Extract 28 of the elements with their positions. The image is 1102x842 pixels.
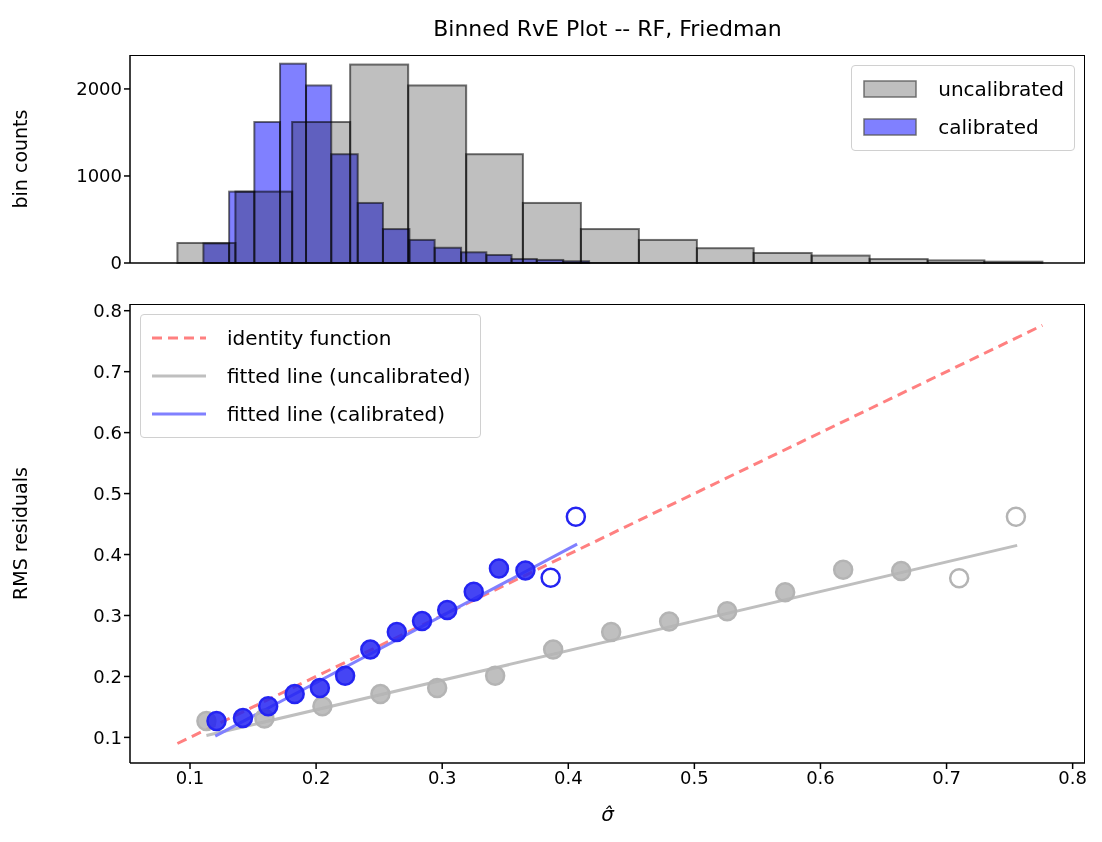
y-tick-label: 0.2 (93, 665, 122, 687)
y-tick-label: 0.1 (93, 726, 122, 748)
y-tick-label: 0.7 (93, 361, 122, 383)
y-tick-label: 2000 (76, 78, 122, 100)
y-axis-title: bin counts (8, 109, 31, 209)
y-tick-label: 0.5 (93, 482, 122, 504)
x-tick-label: 0.1 (175, 766, 205, 788)
x-tick-label: 0.2 (301, 766, 331, 788)
x-tick-label: 0.7 (932, 766, 961, 788)
legend-label: identity function (227, 325, 392, 352)
x-tick-label: 0.6 (806, 766, 835, 788)
legend-label: fitted line (uncalibrated) (227, 363, 471, 390)
y-axis-title: RMS residuals (8, 467, 31, 600)
x-axis-title: σ̂ (601, 802, 616, 826)
y-tick-label: 1000 (76, 165, 122, 187)
y-tick-label: 0.4 (93, 543, 122, 565)
y-tick-label: 0.3 (93, 604, 122, 626)
legend-label: fitted line (calibrated) (227, 401, 446, 428)
y-tick-label: 0 (110, 252, 122, 274)
legend-label: uncalibrated (938, 76, 1064, 103)
x-tick-label: 0.4 (553, 766, 583, 788)
x-tick-label: 0.5 (680, 766, 709, 788)
chart-title: Binned RvE Plot -- RF, Friedman (432, 16, 783, 41)
legend-label: calibrated (938, 114, 1039, 141)
y-tick-label: 0.8 (93, 300, 122, 322)
x-tick-label: 0.3 (427, 766, 457, 788)
y-tick-label: 0.6 (93, 422, 122, 444)
x-tick-label: 0.8 (1058, 766, 1087, 788)
